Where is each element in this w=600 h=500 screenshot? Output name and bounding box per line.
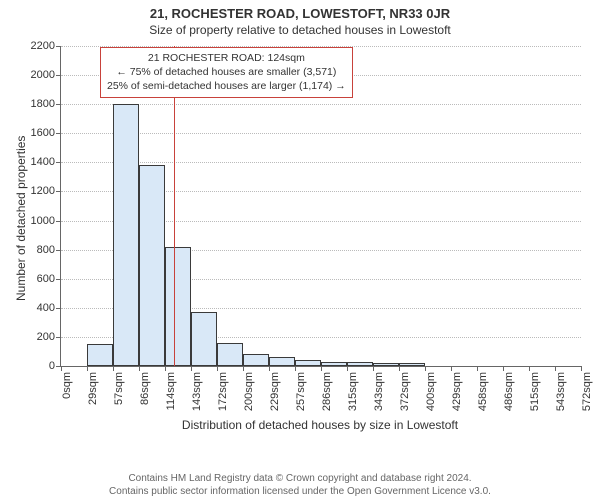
x-tick-label: 57sqm: [113, 372, 125, 405]
histogram-bar: [217, 343, 243, 366]
annotation-line-smaller: ← 75% of detached houses are smaller (3,…: [107, 65, 346, 79]
x-tick: [555, 366, 556, 371]
x-tick-label: 29sqm: [87, 372, 99, 405]
histogram-bar: [243, 354, 269, 366]
x-tick: [87, 366, 88, 371]
x-tick: [477, 366, 478, 371]
annotation-line-larger: 25% of semi-detached houses are larger (…: [107, 79, 346, 93]
x-tick: [399, 366, 400, 371]
attribution-footer: Contains HM Land Registry data © Crown c…: [0, 473, 600, 498]
x-tick: [139, 366, 140, 371]
histogram-bar: [399, 363, 425, 366]
x-tick-label: 429sqm: [451, 372, 463, 411]
x-tick-label: 315sqm: [347, 372, 359, 411]
gridline: [61, 162, 581, 163]
x-tick-label: 257sqm: [295, 372, 307, 411]
annotation-box: 21 ROCHESTER ROAD: 124sqm ← 75% of detac…: [100, 47, 353, 98]
gridline: [61, 104, 581, 105]
footer-line-1: Contains HM Land Registry data © Crown c…: [0, 473, 600, 486]
x-tick: [295, 366, 296, 371]
x-tick: [321, 366, 322, 371]
histogram-bar: [295, 360, 321, 366]
x-tick: [165, 366, 166, 371]
x-tick-label: 114sqm: [165, 372, 177, 410]
footer-line-2: Contains public sector information licen…: [0, 486, 600, 499]
y-tick-label: 2200: [31, 40, 61, 52]
x-tick: [269, 366, 270, 371]
gridline: [61, 133, 581, 134]
x-tick: [529, 366, 530, 371]
histogram-bar: [191, 312, 217, 366]
histogram-bar: [165, 247, 191, 366]
x-tick-label: 172sqm: [217, 372, 229, 411]
x-tick-label: 543sqm: [555, 372, 567, 411]
y-tick-label: 200: [37, 331, 61, 343]
y-axis-label: Number of detached properties: [14, 136, 28, 301]
x-tick-label: 400sqm: [425, 372, 437, 411]
x-tick: [581, 366, 582, 371]
y-tick-label: 1400: [31, 156, 61, 168]
y-tick-label: 1800: [31, 98, 61, 110]
y-tick-label: 2000: [31, 69, 61, 81]
x-tick: [503, 366, 504, 371]
x-tick-label: 200sqm: [243, 372, 255, 411]
histogram-bar: [347, 362, 373, 366]
y-tick-label: 1600: [31, 127, 61, 139]
x-tick: [243, 366, 244, 371]
y-tick-label: 600: [37, 273, 61, 285]
chart-area: 0 200 400 600 800 1000 1200 1400 1600 1800 2000 220…: [0, 38, 600, 458]
y-tick-label: 800: [37, 244, 61, 256]
x-tick: [217, 366, 218, 371]
y-tick-label: 1200: [31, 185, 61, 197]
x-tick-label: 515sqm: [529, 372, 541, 411]
x-tick: [191, 366, 192, 371]
x-tick-label: 343sqm: [373, 372, 385, 411]
histogram-bar: [269, 357, 295, 366]
x-tick-label: 143sqm: [191, 372, 203, 411]
y-tick-label: 0: [49, 360, 61, 372]
histogram-bar: [113, 104, 139, 366]
histogram-bar: [373, 363, 399, 366]
x-tick-label: 0sqm: [61, 372, 73, 399]
page-subtitle: Size of property relative to detached ho…: [0, 21, 600, 37]
x-tick: [373, 366, 374, 371]
x-axis-label: Distribution of detached houses by size …: [60, 418, 580, 432]
histogram-bar: [321, 362, 347, 366]
x-tick-label: 572sqm: [581, 372, 593, 411]
histogram-bar: [139, 165, 165, 366]
x-tick: [425, 366, 426, 371]
x-tick-label: 372sqm: [399, 372, 411, 411]
x-tick-label: 286sqm: [321, 372, 333, 411]
x-tick: [451, 366, 452, 371]
y-tick-label: 400: [37, 302, 61, 314]
x-tick: [347, 366, 348, 371]
x-tick-label: 486sqm: [503, 372, 515, 411]
x-tick: [61, 366, 62, 371]
x-tick-label: 86sqm: [139, 372, 151, 405]
chart-container: 21, ROCHESTER ROAD, LOWESTOFT, NR33 0JR …: [0, 0, 600, 500]
y-tick-label: 1000: [31, 215, 61, 227]
annotation-line-property: 21 ROCHESTER ROAD: 124sqm: [107, 51, 346, 65]
page-title: 21, ROCHESTER ROAD, LOWESTOFT, NR33 0JR: [0, 0, 600, 21]
x-tick-label: 458sqm: [477, 372, 489, 411]
histogram-bar: [87, 344, 113, 366]
x-tick-label: 229sqm: [269, 372, 281, 411]
x-tick: [113, 366, 114, 371]
